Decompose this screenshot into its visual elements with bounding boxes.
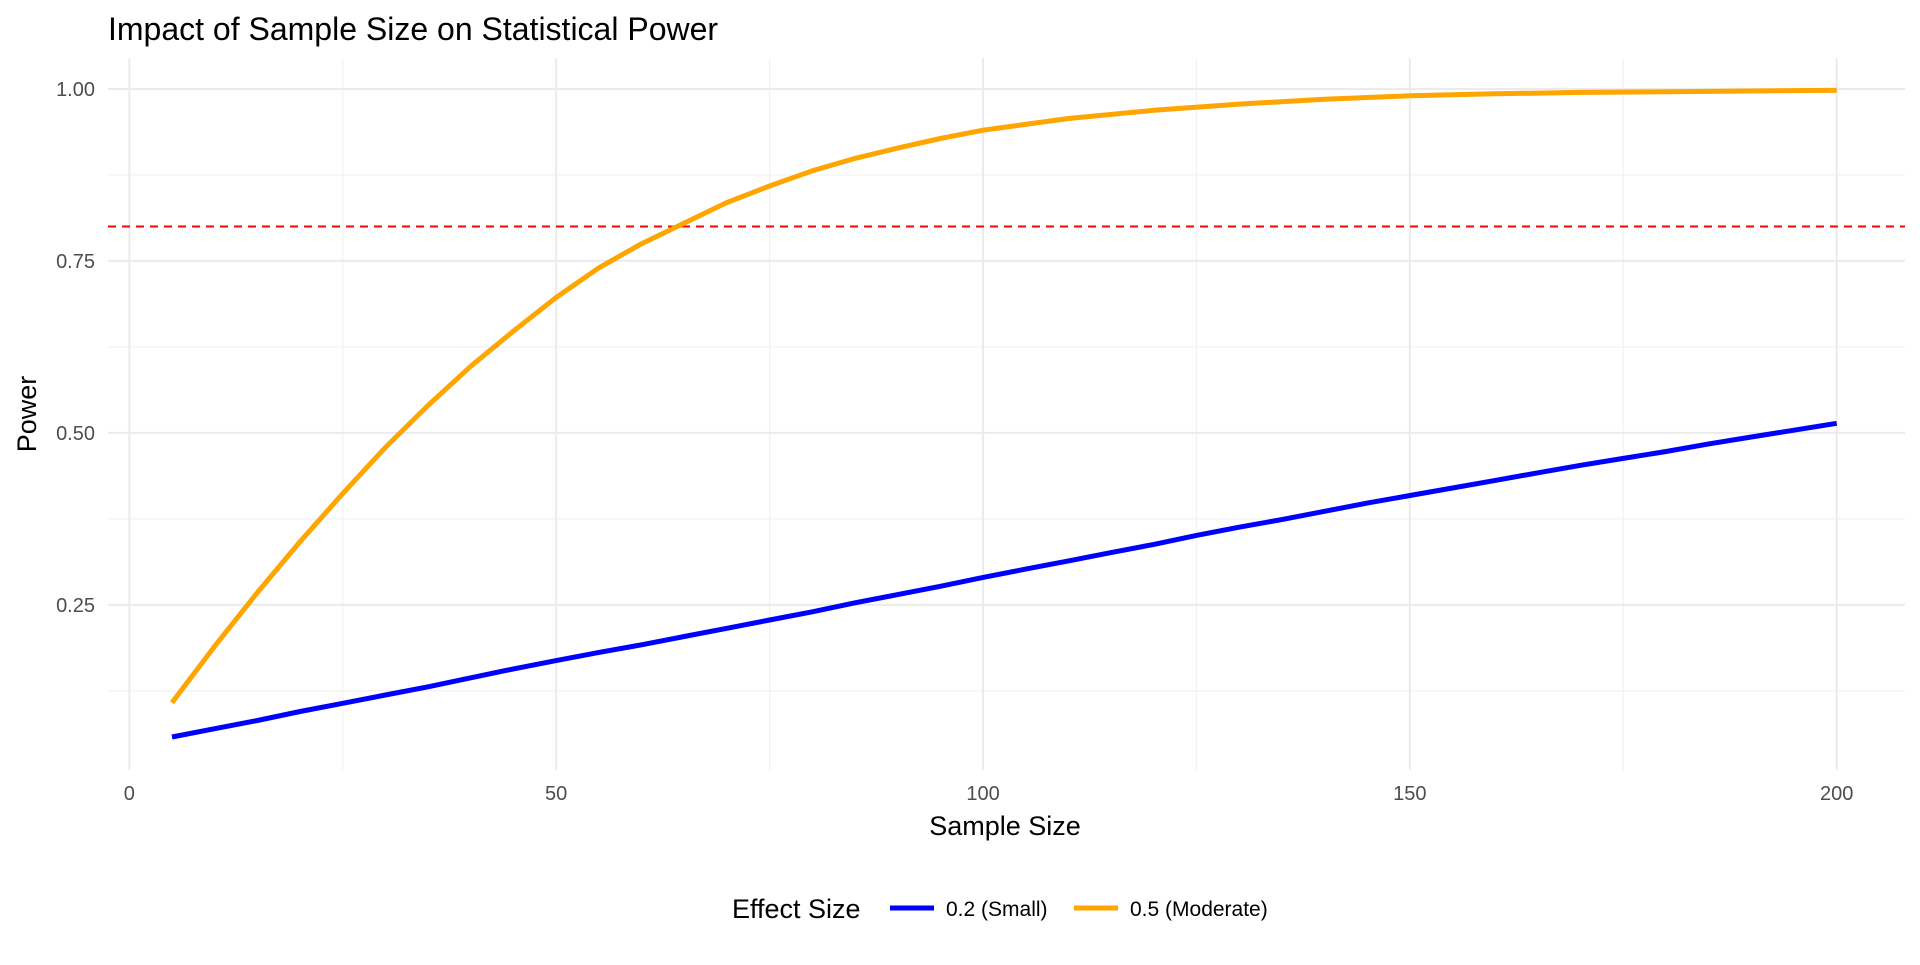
series-line-1: [170, 87, 1837, 705]
legend-items: 0.2 (Small) 0.5 (Moderate): [890, 898, 1268, 921]
chart-title: Impact of Sample Size on Statistical Pow…: [108, 11, 718, 47]
legend-label-0: 0.2 (Small): [946, 898, 1048, 921]
x-tick-label-2: 100: [966, 783, 999, 805]
x-tick-label-4: 200: [1820, 783, 1853, 805]
y-tick-label-0: 0.25: [56, 595, 95, 617]
y-tick-label-1: 0.50: [56, 423, 95, 445]
series-layer: [170, 87, 1838, 740]
x-tick-label-1: 50: [545, 783, 567, 805]
series-line-0: [171, 420, 1838, 740]
y-tick-label-2: 0.75: [56, 251, 95, 273]
y-axis-title: Power: [12, 376, 42, 453]
x-tick-label-0: 0: [124, 783, 135, 805]
y-tick-label-3: 1.00: [56, 79, 95, 101]
grid-layer: [108, 58, 1905, 770]
legend: Effect Size 0.2 (Small) 0.5 (Moderate): [732, 894, 1268, 924]
legend-title: Effect Size: [732, 894, 861, 924]
tick-label-layer: 0 50 100 150 200 0.25 0.50 0.75 1.00: [56, 79, 1853, 805]
legend-label-1: 0.5 (Moderate): [1130, 898, 1268, 921]
x-axis-title: Sample Size: [929, 811, 1081, 841]
x-tick-label-3: 150: [1393, 783, 1426, 805]
